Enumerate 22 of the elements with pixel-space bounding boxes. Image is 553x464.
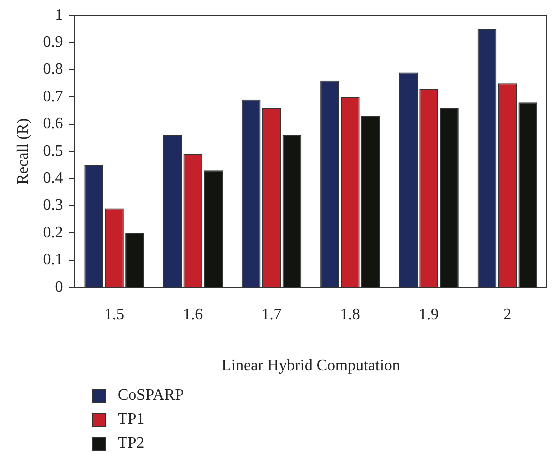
x-tick-label: 2 — [504, 306, 512, 324]
x-tick-label: 1.8 — [340, 306, 360, 324]
y-tick-label: 0.6 — [43, 116, 64, 133]
y-tick-label: 0.7 — [43, 88, 64, 106]
legend-label: TP2 — [118, 435, 145, 453]
y-tick-label: 0.5 — [43, 142, 64, 160]
y-tick-label: 0.3 — [43, 197, 64, 214]
y-tick-label: 0.4 — [43, 170, 64, 188]
y-tick-label: 0.2 — [43, 224, 64, 242]
x-tick-label: 1.7 — [262, 306, 282, 324]
y-tick-label: 0.9 — [43, 34, 64, 52]
legend-label: TP1 — [118, 411, 145, 429]
x-tick-label: 1.5 — [104, 306, 125, 324]
y-tick-label: 0 — [55, 278, 64, 296]
x-axis-title: Linear Hybrid Computation — [222, 358, 400, 375]
x-tick-label: 1.9 — [419, 306, 440, 324]
y-tick-label: 0.8 — [43, 61, 64, 78]
legend-label: CoSPARP — [118, 387, 184, 405]
y-tick-label: 0.1 — [43, 252, 64, 269]
x-tick-label: 1.6 — [183, 306, 204, 324]
y-tick-label: 1 — [55, 6, 64, 24]
y-axis-title: Recall (R) — [14, 118, 32, 185]
